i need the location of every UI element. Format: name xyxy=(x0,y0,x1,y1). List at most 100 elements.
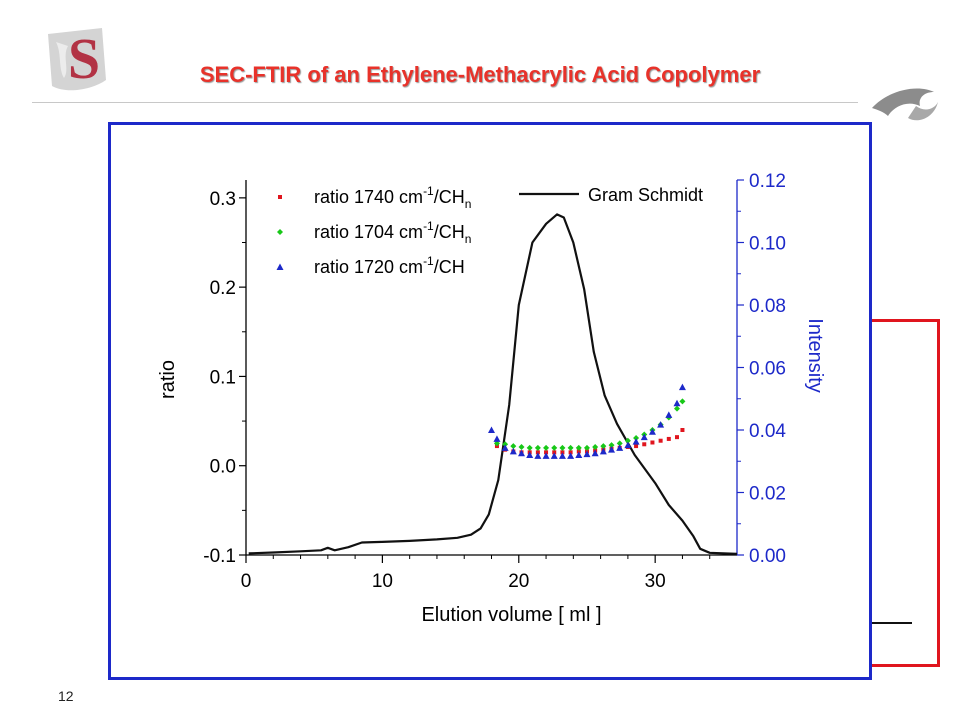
data-point xyxy=(568,450,573,455)
y2-tick-label: 0.02 xyxy=(749,484,786,505)
red-callout-frame xyxy=(860,319,940,667)
data-point xyxy=(559,444,566,451)
data-point xyxy=(665,411,673,418)
legend-marker xyxy=(277,229,283,235)
x-tick-label: 20 xyxy=(508,571,529,592)
legend-entry: ratio 1720 cm-1/CH xyxy=(314,254,465,277)
data-point xyxy=(674,435,679,440)
black-line-mark xyxy=(872,622,912,624)
data-point xyxy=(678,383,686,391)
data-point xyxy=(534,452,542,459)
data-point xyxy=(560,450,565,455)
legend-marker xyxy=(276,263,284,270)
data-point xyxy=(624,437,631,444)
data-point xyxy=(518,449,526,457)
data-point xyxy=(502,441,509,448)
y-tick-label: 0.0 xyxy=(210,457,236,478)
data-point xyxy=(509,447,517,455)
y-tick-label: 0.3 xyxy=(210,189,236,210)
data-point xyxy=(576,449,581,454)
y-tick-label: 0.1 xyxy=(210,367,236,388)
y-tick-label: 0.2 xyxy=(210,278,236,299)
y2-tick-label: 0.08 xyxy=(749,296,786,317)
data-point xyxy=(666,436,671,441)
data-point xyxy=(510,443,517,450)
data-point xyxy=(575,451,583,458)
legend-marker xyxy=(278,195,282,199)
university-logo: S xyxy=(44,24,114,96)
series-line-gram-schmidt xyxy=(248,213,738,555)
data-point xyxy=(650,440,655,445)
data-point xyxy=(493,435,501,442)
data-point xyxy=(526,444,533,451)
data-point xyxy=(608,446,616,453)
decorative-swirl-icon xyxy=(868,82,940,126)
data-point xyxy=(657,421,665,428)
series-0-points xyxy=(494,428,685,455)
data-point xyxy=(592,443,599,450)
data-point xyxy=(567,444,574,451)
data-point xyxy=(642,442,647,447)
data-point xyxy=(673,405,680,412)
data-point xyxy=(558,452,566,459)
data-point xyxy=(632,438,640,445)
legend-entry: ratio 1704 cm-1/CHn xyxy=(314,219,471,246)
data-point xyxy=(633,435,640,442)
data-point xyxy=(583,450,591,458)
y2-tick-label: 0.06 xyxy=(749,359,786,380)
legend-suffix: /CH xyxy=(434,257,465,277)
y2-tick-label: 0.04 xyxy=(749,421,786,442)
data-point xyxy=(673,399,681,407)
legend-entry: ratio 1740 cm-1/CHn xyxy=(314,184,471,211)
data-point xyxy=(634,444,639,449)
data-point xyxy=(640,433,648,441)
legend-suffix: /CH xyxy=(434,222,465,242)
data-point xyxy=(488,426,495,433)
data-point xyxy=(608,442,615,449)
x-tick-label: 0 xyxy=(241,571,252,592)
data-point xyxy=(535,450,540,455)
data-point xyxy=(534,444,541,451)
data-point xyxy=(616,444,624,451)
data-point xyxy=(680,428,685,432)
data-point xyxy=(518,443,525,450)
data-point xyxy=(575,444,582,451)
y-axis-title: ratio xyxy=(157,360,179,399)
chart-marks xyxy=(248,213,738,555)
data-point xyxy=(616,440,623,447)
legend-subscript: n xyxy=(465,232,472,246)
data-point xyxy=(543,444,550,451)
x-axis-title: Elution volume [ ml ] xyxy=(421,604,601,626)
legend-name: ratio 1704 cm xyxy=(314,222,423,242)
legend-superscript: -1 xyxy=(423,184,434,198)
y-tick-label: -0.1 xyxy=(203,546,236,567)
series-1-points xyxy=(493,398,686,451)
legend-name: ratio 1740 cm xyxy=(314,187,423,207)
data-point xyxy=(679,398,686,405)
logo-letter: S xyxy=(68,26,100,91)
x-tick-label: 10 xyxy=(372,571,393,592)
y2-tick-label: 0.00 xyxy=(749,546,786,567)
data-point xyxy=(583,444,590,451)
y2-tick-label: 0.10 xyxy=(749,234,786,255)
data-point xyxy=(658,438,663,443)
data-point xyxy=(551,444,558,451)
chart-axes: 0 10 20 30 -0.1 0.0 0.1 0.2 0.3 0.00 0.02 0.04 0.06 0… xyxy=(157,171,826,626)
data-point xyxy=(600,443,607,450)
data-point xyxy=(648,428,656,435)
legend-name: ratio 1720 cm xyxy=(314,257,423,277)
slide-title: SEC-FTIR of an Ethylene-Methacrylic Acid… xyxy=(199,62,761,87)
data-point xyxy=(526,451,534,458)
data-point xyxy=(552,450,557,455)
series-2-points xyxy=(488,383,686,459)
legend-subscript: n xyxy=(465,197,472,211)
page-number: 12 xyxy=(58,688,74,704)
data-point xyxy=(599,447,607,455)
chart-frame xyxy=(108,122,872,680)
y2-axis-title: Intensity xyxy=(804,318,826,392)
data-point xyxy=(550,452,558,459)
x-tick-label: 30 xyxy=(645,571,666,592)
title-divider xyxy=(32,102,858,103)
legend-entry-gram-schmidt: Gram Schmidt xyxy=(588,185,703,205)
